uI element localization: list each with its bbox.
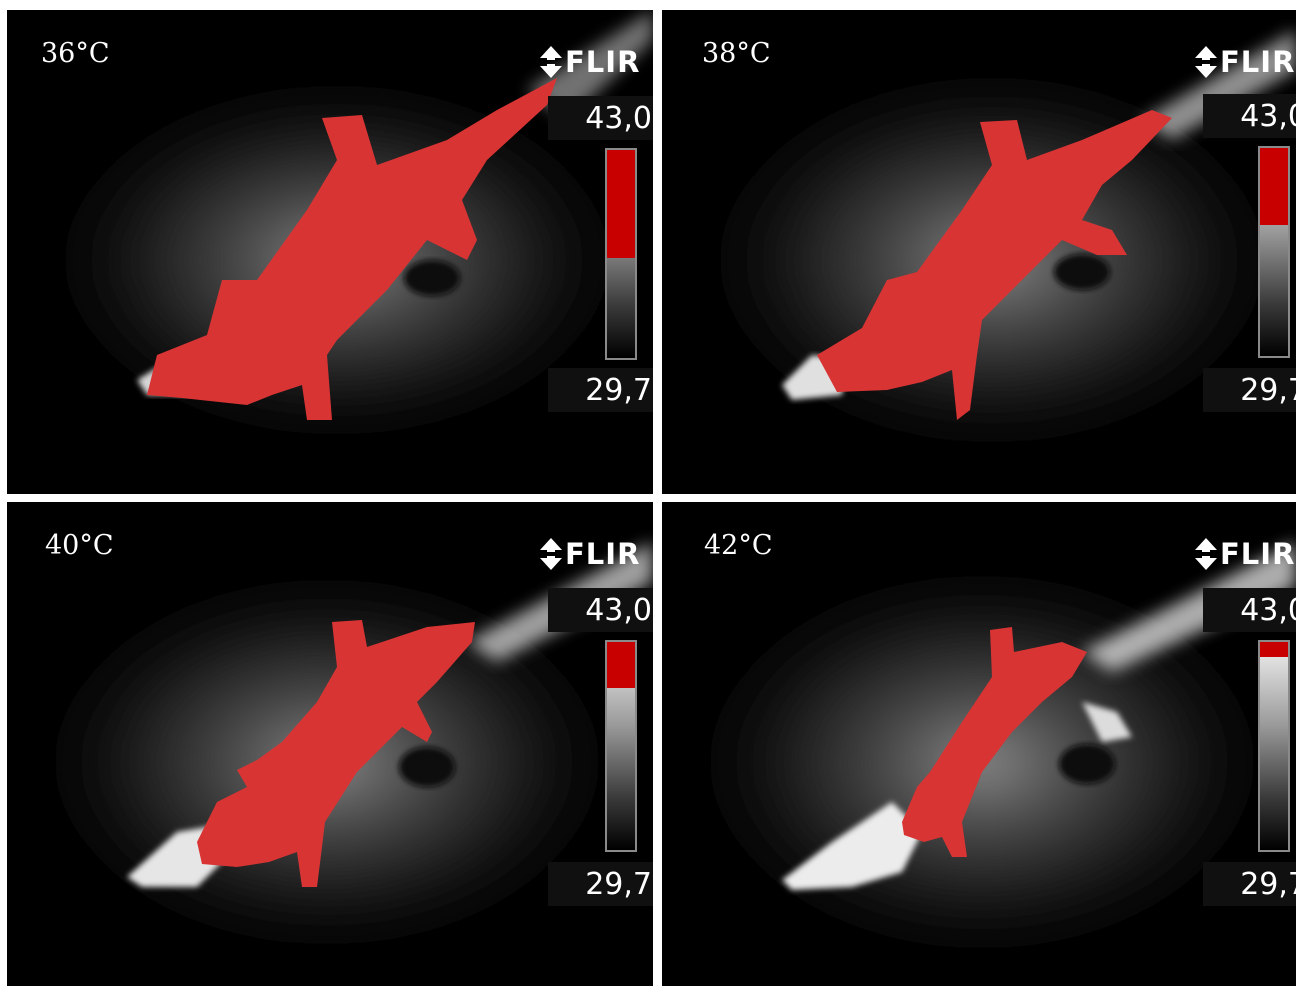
temperature-scale-bar bbox=[605, 148, 637, 360]
temperature-label: 42°C bbox=[704, 530, 773, 561]
scale-hot-fill bbox=[607, 642, 635, 688]
scale-hot-fill bbox=[1260, 148, 1288, 225]
scale-max-value: 43,0 bbox=[1203, 94, 1296, 138]
thermal-panel-36: 36°C FLIR 43,0 29,7 bbox=[7, 10, 653, 494]
temperature-label: 40°C bbox=[45, 530, 114, 561]
gecko-thermal-image bbox=[662, 10, 1296, 494]
temperature-scale-bar bbox=[1258, 146, 1290, 358]
brand-name: FLIR bbox=[565, 537, 641, 571]
thermal-panel-38: 38°C FLIR 43,0 29,7 bbox=[662, 10, 1296, 494]
temperature-label: 38°C bbox=[702, 38, 771, 69]
flir-logo-icon bbox=[1195, 46, 1217, 78]
isotherm-region bbox=[147, 78, 557, 420]
flir-logo-icon bbox=[540, 46, 562, 78]
isotherm-region bbox=[197, 620, 475, 887]
scale-min-value: 29,7 bbox=[1203, 368, 1296, 412]
brand-name: FLIR bbox=[565, 45, 641, 79]
brand-name: FLIR bbox=[1220, 45, 1296, 79]
flir-logo: FLIR bbox=[540, 44, 640, 80]
scale-hot-fill bbox=[1260, 642, 1288, 657]
scale-max-value: 43,0 bbox=[1203, 588, 1296, 632]
thermal-panel-40: 40°C FLIR 43,0 29,7 bbox=[7, 502, 653, 986]
flir-logo-icon bbox=[540, 538, 562, 570]
scale-min-value: 29,7 bbox=[548, 368, 653, 412]
gecko-thermal-image bbox=[7, 10, 653, 494]
scale-max-value: 43,0 bbox=[548, 588, 653, 632]
brand-name: FLIR bbox=[1220, 537, 1296, 571]
scale-min-value: 29,7 bbox=[548, 862, 653, 906]
scale-max-value: 43,0 bbox=[548, 96, 653, 140]
thermal-panel-42: 42°C FLIR 43,0 29,7 bbox=[662, 502, 1296, 986]
scale-min-value: 29,7 bbox=[1203, 862, 1296, 906]
temperature-scale-bar bbox=[1258, 640, 1290, 852]
flir-logo: FLIR bbox=[540, 536, 640, 572]
isotherm-region bbox=[902, 627, 1087, 857]
scale-hot-fill bbox=[607, 150, 635, 259]
gecko-thermal-image bbox=[7, 502, 653, 986]
gecko-thermal-image bbox=[662, 502, 1296, 986]
temperature-label: 36°C bbox=[41, 38, 110, 69]
flir-logo-icon bbox=[1195, 538, 1217, 570]
flir-logo: FLIR bbox=[1195, 536, 1295, 572]
temperature-scale-bar bbox=[605, 640, 637, 852]
flir-logo: FLIR bbox=[1195, 44, 1295, 80]
isotherm-region bbox=[817, 110, 1172, 420]
